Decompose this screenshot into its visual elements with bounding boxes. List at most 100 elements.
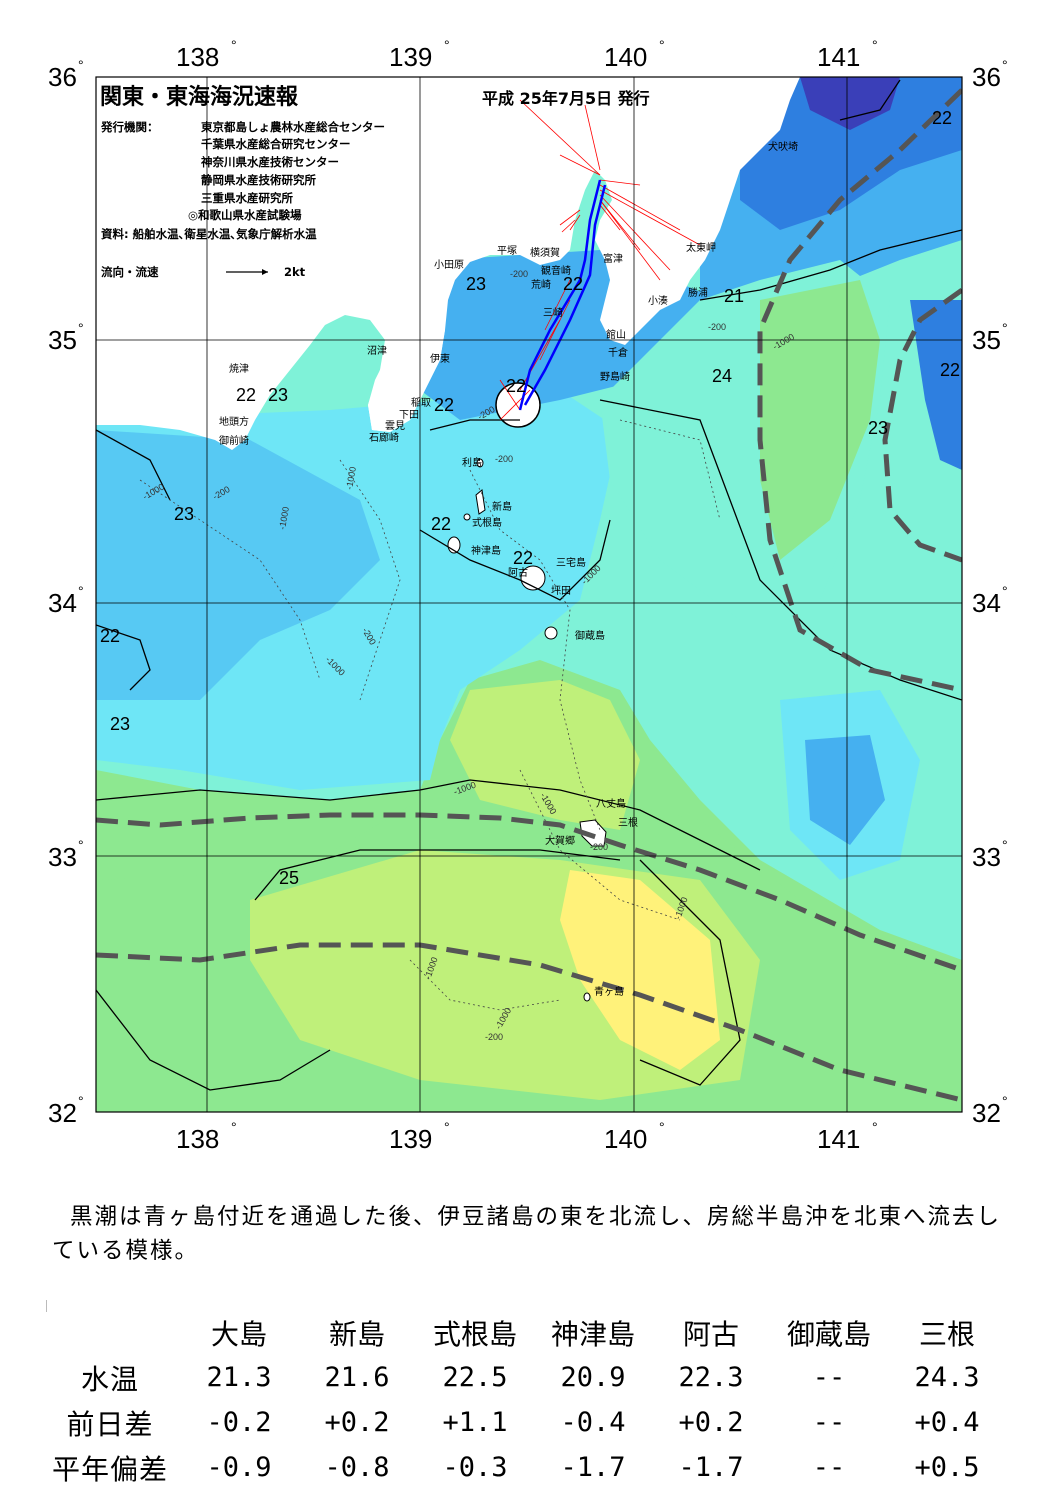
column-header: 大島 [210,1317,267,1351]
table-cell: -- [812,1407,846,1438]
isotherm-label: 21 [724,286,744,306]
isotherm-label: 22 [932,108,952,128]
place-label: 坪田 [551,584,571,597]
depth-label: -200 [485,1032,503,1042]
temperature-zones [96,77,962,1112]
bathymetry-lines [139,419,721,1011]
table-cell: -0.2 [206,1407,272,1438]
lon-label: 138 [176,1124,219,1154]
place-label: 千倉 [608,346,628,359]
place-names: 犬吠埼 太東岬 勝浦 小湊 富津 館山 千倉 野島崎 横須賀 観音崎 荒崎 三崎… [219,140,798,998]
depth-label: -1000 [344,466,358,490]
table-row: 水温 21.3 21.6 22.5 20.9 22.3 -- 24.3 [40,1355,1006,1400]
lat-labels-left: 36 ° 35 ° 34 ° 33 ° 32 ° [48,57,84,1128]
isotherm-label: 23 [466,274,486,294]
place-label: 伊東 [430,352,450,365]
degree-mark: ° [659,1119,665,1135]
lon-label: 139 [389,42,432,72]
place-label: 三宅島 [556,556,586,569]
place-label: 荒崎 [531,278,551,291]
degree-mark: ° [872,37,878,53]
ship-track [518,179,607,411]
isotherm-label: 22 [563,274,583,294]
place-label: 富津 [603,252,623,265]
lat-label: 33 [48,842,77,872]
table-cell: 20.9 [560,1362,626,1393]
graticule [96,77,962,1112]
zone-21-east [800,77,900,130]
table-row: 前日差 -0.2 +0.2 +1.1 -0.4 +0.2 -- +0.4 [40,1400,1006,1445]
divider-tick [46,1300,47,1312]
lon-label: 141 [817,1124,860,1154]
place-label: 犬吠埼 [768,140,798,153]
row-label: 水温 [80,1362,139,1396]
table-cell: -- [812,1362,846,1393]
isotherm-label: 22 [434,395,454,415]
degree-mark: ° [444,1119,450,1135]
degree-mark: ° [444,37,450,53]
place-label: 太東岬 [686,241,716,254]
table-cell: -0.3 [442,1452,508,1483]
flow-legend-arrowhead [262,269,268,275]
degree-mark: ° [231,37,237,53]
place-label: 神津島 [471,544,501,557]
place-label: 勝浦 [688,286,708,299]
zone-22-far-east [910,300,962,470]
isotherm-labels: 22 22 22 23 21 24 22 23 22 23 22 22 22 2… [100,108,960,888]
table-header-row: 大島 新島 式根島 神津島 阿古 御蔵島 三根 [40,1310,1006,1355]
place-label: 館山 [606,328,626,341]
lat-label: 35 [972,325,1001,355]
isotherm-label: 23 [110,714,130,734]
table-cell: -0.9 [206,1452,272,1483]
zone-22-east [740,77,962,230]
zone-23-eddy [805,735,885,845]
place-label: 阿古 [508,566,528,579]
place-label: 新島 [492,500,512,513]
flow-legend-scale: 2kt [284,265,306,279]
zone-23-west [96,430,380,700]
issuer-3: 神奈川県水産技術センター [201,155,339,169]
place-label: 大賀郷 [545,834,575,847]
isotherm-label: 25 [279,868,299,888]
place-label: 稲取 [411,397,431,409]
isotherm-lines [96,79,962,1091]
depth-label: -200 [708,322,726,332]
place-label: 式根島 [472,516,502,529]
place-label: 石廊崎 [369,431,399,444]
degree-mark: ° [1002,57,1008,73]
lon-label: 139 [389,1124,432,1154]
lon-label: 140 [604,42,647,72]
lat-label: 34 [972,588,1001,618]
row-label: 平年偏差 [51,1452,168,1486]
table-cell: +0.2 [324,1407,390,1438]
place-label: 沼津 [367,344,387,357]
isotherm-label: 24 [712,366,732,386]
island-mikurajima [544,626,558,640]
depth-label: -200 [510,269,528,279]
lon-label: 138 [176,42,219,72]
flow-legend-label: 流向・流速 [101,265,159,279]
column-header: 新島 [328,1317,385,1351]
degree-mark: ° [1002,1093,1008,1109]
degree-mark: ° [78,320,84,336]
sea-temperature-map: 関東・東海海況速報 平成 25年7月5日 発行 発行機関： 東京都島しょ農林水産… [48,37,1008,1154]
place-label: 焼津 [229,363,249,375]
degree-mark: ° [78,837,84,853]
map-title: 関東・東海海況速報 [100,84,299,110]
island-aogashima [583,992,591,1002]
land-honshu [96,77,800,450]
lat-label: 32 [972,1098,1001,1128]
isotherm-label: 22 [513,548,533,568]
column-header: 阿古 [682,1317,739,1351]
table-row: 平年偏差 -0.9 -0.8 -0.3 -1.7 -1.7 -- +0.5 [40,1445,1006,1490]
place-label: 横須賀 [530,246,560,259]
place-label: 雲見 [385,420,405,432]
lat-label: 32 [48,1098,77,1128]
isotherm-label: 22 [431,514,451,534]
lon-label: 140 [604,1124,647,1154]
lon-labels-bottom: 138 ° 139 ° 140 ° 141 ° [176,1119,878,1154]
place-label: 地頭方 [219,415,249,428]
lat-label: 36 [48,62,77,92]
table-cell: +0.4 [914,1407,980,1438]
table-corner [40,1310,180,1355]
